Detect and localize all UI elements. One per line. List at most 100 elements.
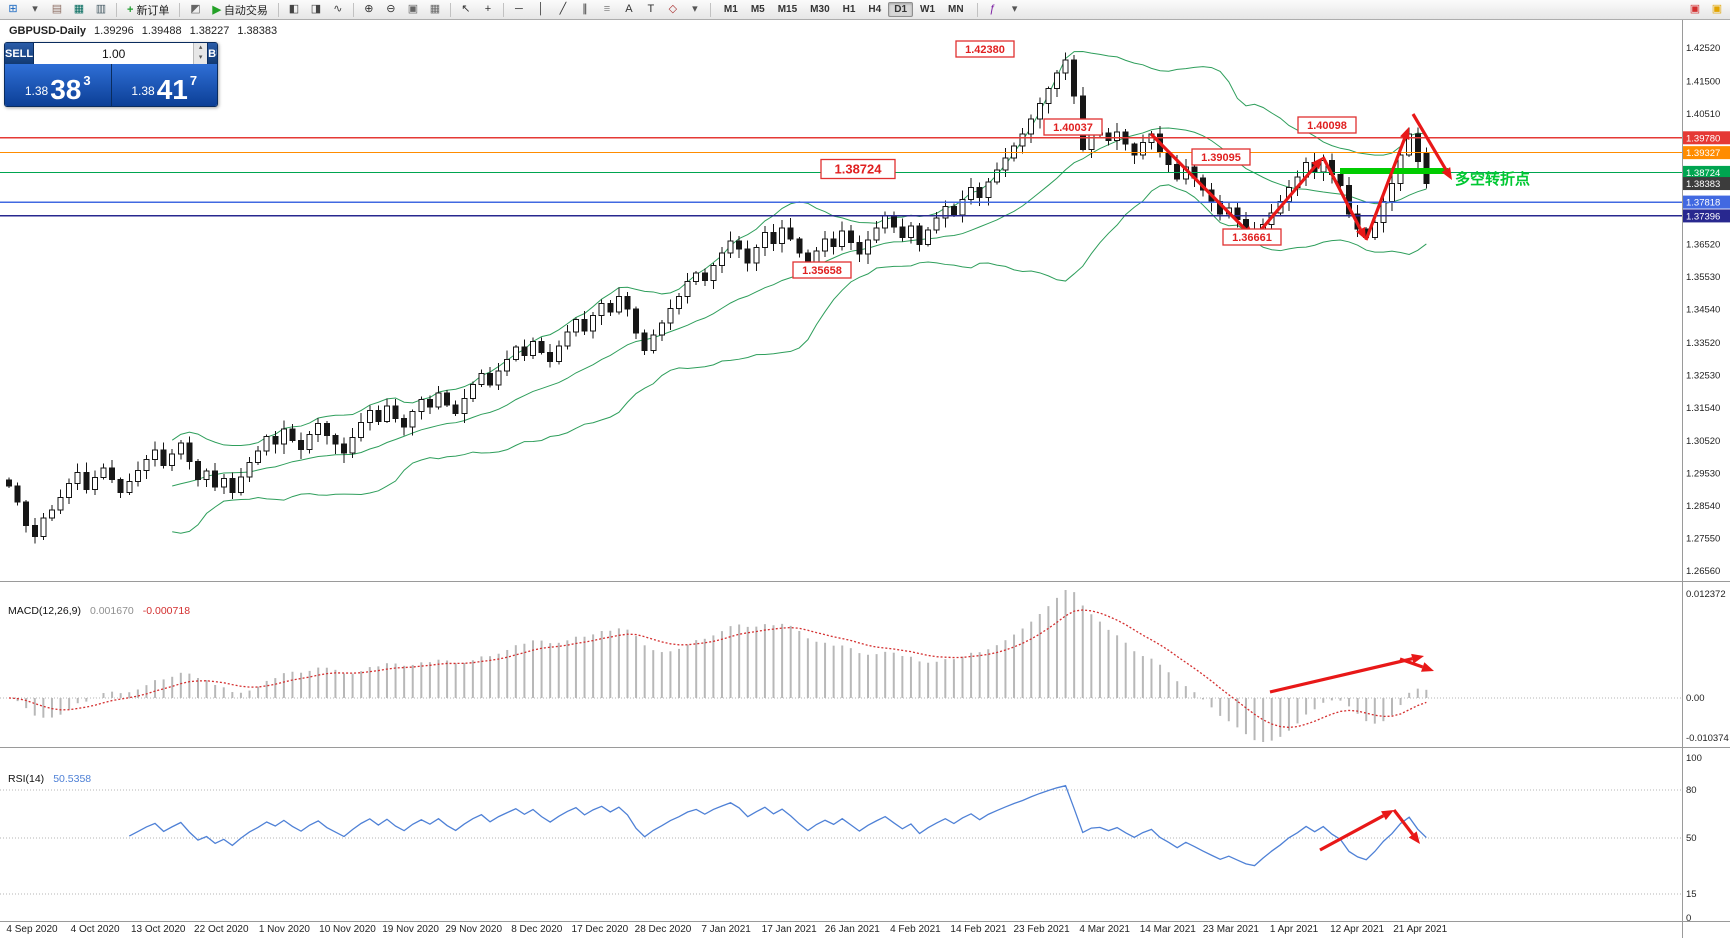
trend-arrow[interactable] bbox=[1411, 113, 1448, 171]
timeframe-mn[interactable]: MN bbox=[948, 4, 964, 15]
new-order-icon: + bbox=[127, 3, 134, 16]
spin-down-icon[interactable]: ▾ bbox=[198, 54, 203, 61]
crosshair-icon[interactable]: + bbox=[484, 2, 492, 15]
date-label[interactable]: 29 Nov 2020 bbox=[445, 924, 502, 935]
templates-dropdown-icon[interactable]: ▾ bbox=[1011, 2, 1018, 15]
price-label-box[interactable] bbox=[1191, 148, 1251, 166]
price-tag-1.39780 bbox=[1683, 131, 1730, 145]
timeframe-m5[interactable]: M5 bbox=[750, 4, 765, 15]
zoom-out-icon[interactable]: ⊖ bbox=[386, 2, 396, 15]
date-label[interactable]: 7 Jan 2021 bbox=[701, 924, 751, 935]
timeframe-h1[interactable]: H1 bbox=[842, 4, 856, 15]
candlestick-chart-icon[interactable]: ◨ bbox=[310, 2, 322, 15]
date-label[interactable]: 14 Feb 2021 bbox=[950, 924, 1007, 935]
profiles-icon[interactable]: ▤ bbox=[51, 2, 63, 15]
date-label[interactable]: 8 Dec 2020 bbox=[511, 924, 563, 935]
trend-arrow[interactable] bbox=[1269, 657, 1413, 694]
status-yellow-icon[interactable]: ▣ bbox=[1711, 2, 1723, 15]
date-label[interactable]: 1 Apr 2021 bbox=[1270, 924, 1319, 935]
trend-arrow[interactable] bbox=[1399, 657, 1424, 669]
price-tick-label: 1.32530 bbox=[1686, 370, 1720, 381]
text-tool-icon[interactable]: A bbox=[625, 2, 633, 15]
line-chart-icon[interactable]: ∿ bbox=[333, 2, 343, 15]
price-label-text: 1.38724 bbox=[835, 162, 883, 177]
date-label[interactable]: 28 Dec 2020 bbox=[635, 924, 692, 935]
date-label[interactable]: 23 Feb 2021 bbox=[1014, 924, 1071, 935]
cursor-icon[interactable]: ↖ bbox=[461, 2, 471, 15]
channel-tool-icon[interactable]: ∥ bbox=[582, 2, 588, 15]
buy-button[interactable]: BUY bbox=[208, 43, 217, 64]
auto-arrange-icon[interactable]: ▦ bbox=[429, 2, 441, 15]
sell-button[interactable]: SELL bbox=[5, 43, 34, 64]
timeframe-m30[interactable]: M30 bbox=[810, 4, 830, 15]
price-label-box[interactable] bbox=[955, 40, 1015, 58]
date-label[interactable]: 4 Feb 2021 bbox=[890, 924, 941, 935]
trend-arrow[interactable] bbox=[1364, 137, 1407, 241]
date-label[interactable]: 23 Mar 2021 bbox=[1203, 924, 1260, 935]
shapes-tool-icon[interactable]: ◇ bbox=[668, 2, 678, 15]
bar-chart-icon[interactable]: ◧ bbox=[288, 2, 300, 15]
new-chart-icon[interactable]: ⊞ bbox=[8, 2, 18, 15]
price-label-box[interactable] bbox=[820, 158, 896, 180]
trend-arrow[interactable] bbox=[1252, 165, 1317, 240]
bollinger-lower bbox=[172, 184, 1427, 534]
navigator-icon[interactable]: ▥ bbox=[95, 2, 107, 15]
price-label-box[interactable] bbox=[1222, 228, 1282, 246]
date-label[interactable]: 4 Oct 2020 bbox=[71, 924, 120, 935]
label-tool-icon[interactable]: T bbox=[647, 2, 655, 15]
sell-price[interactable]: 1.38 38 3 bbox=[5, 64, 111, 106]
timeframe-w1[interactable]: W1 bbox=[920, 4, 936, 15]
shapes-dropdown-icon[interactable]: ▾ bbox=[692, 2, 698, 15]
vertical-line-tool-icon[interactable]: │ bbox=[537, 2, 545, 15]
price-label-box[interactable] bbox=[1297, 116, 1357, 134]
date-label[interactable]: 17 Jan 2021 bbox=[762, 924, 817, 935]
spin-up-icon[interactable]: ▴ bbox=[198, 44, 203, 51]
timeframe-m15[interactable]: M15 bbox=[777, 4, 798, 15]
annotation-note-text[interactable]: 多空转折点 bbox=[1455, 170, 1530, 188]
autotrading-button[interactable]: ▶ 自动交易 bbox=[207, 2, 272, 18]
fibonacci-tool-icon[interactable]: ≡ bbox=[603, 2, 611, 15]
macd-scale-min: -0.010374 bbox=[1686, 733, 1729, 744]
price-tag-1.39327 bbox=[1683, 146, 1730, 160]
trend-arrow[interactable] bbox=[1321, 156, 1362, 231]
chart-canvas[interactable]: 0.012372 0.00 -0.010374 100 80 50 15 0 1.42520 1.… bbox=[0, 20, 1730, 938]
tile-windows-icon[interactable]: ▣ bbox=[407, 2, 419, 15]
date-label[interactable]: 19 Nov 2020 bbox=[382, 924, 439, 935]
date-label[interactable]: 12 Apr 2021 bbox=[1330, 924, 1384, 935]
trend-arrow[interactable] bbox=[1149, 132, 1247, 231]
horizontal-line-tool-icon[interactable]: ─ bbox=[515, 2, 523, 15]
date-label[interactable]: 22 Oct 2020 bbox=[194, 924, 249, 935]
trendline-tool-icon[interactable]: ╱ bbox=[559, 2, 567, 15]
trend-arrow-head bbox=[1408, 831, 1420, 844]
volume-spinner[interactable]: ▴ ▾ bbox=[193, 43, 208, 64]
date-label[interactable]: 14 Mar 2021 bbox=[1140, 924, 1197, 935]
status-red-icon[interactable]: ▣ bbox=[1689, 2, 1701, 15]
date-label[interactable]: 13 Oct 2020 bbox=[131, 924, 186, 935]
price-tick-label: 1.40510 bbox=[1686, 109, 1720, 120]
rsi-value: 50.5358 bbox=[53, 773, 92, 785]
price-label-box[interactable] bbox=[792, 261, 852, 279]
date-label[interactable]: 26 Jan 2021 bbox=[825, 924, 880, 935]
trend-arrow[interactable] bbox=[1392, 809, 1414, 836]
buy-price[interactable]: 1.38 41 7 bbox=[112, 64, 218, 106]
timeframe-h4[interactable]: H4 bbox=[868, 4, 882, 15]
trend-arrow[interactable] bbox=[1319, 814, 1385, 852]
macd-title: MACD(12,26,9) bbox=[8, 605, 81, 617]
date-label[interactable]: 4 Sep 2020 bbox=[6, 924, 58, 935]
terminal-icon[interactable]: ◩ bbox=[190, 2, 201, 15]
timeframe-d1[interactable]: D1 bbox=[888, 2, 914, 17]
price-label-box[interactable] bbox=[1043, 118, 1103, 136]
date-label[interactable]: 4 Mar 2021 bbox=[1079, 924, 1130, 935]
market-watch-icon[interactable]: ▦ bbox=[73, 2, 85, 15]
date-label[interactable]: 1 Nov 2020 bbox=[259, 924, 311, 935]
date-label[interactable]: 21 Apr 2021 bbox=[1393, 924, 1447, 935]
indicators-icon[interactable]: ƒ bbox=[989, 2, 996, 15]
volume-input[interactable] bbox=[34, 43, 194, 64]
timeframe-m1[interactable]: M1 bbox=[723, 4, 738, 15]
zoom-in-icon[interactable]: ⊕ bbox=[364, 2, 374, 15]
new-order-button[interactable]: + 新订单 bbox=[122, 2, 174, 18]
date-label[interactable]: 10 Nov 2020 bbox=[319, 924, 376, 935]
new-chart-dropdown-icon[interactable]: ▾ bbox=[32, 2, 38, 15]
date-label[interactable]: 17 Dec 2020 bbox=[572, 924, 629, 935]
